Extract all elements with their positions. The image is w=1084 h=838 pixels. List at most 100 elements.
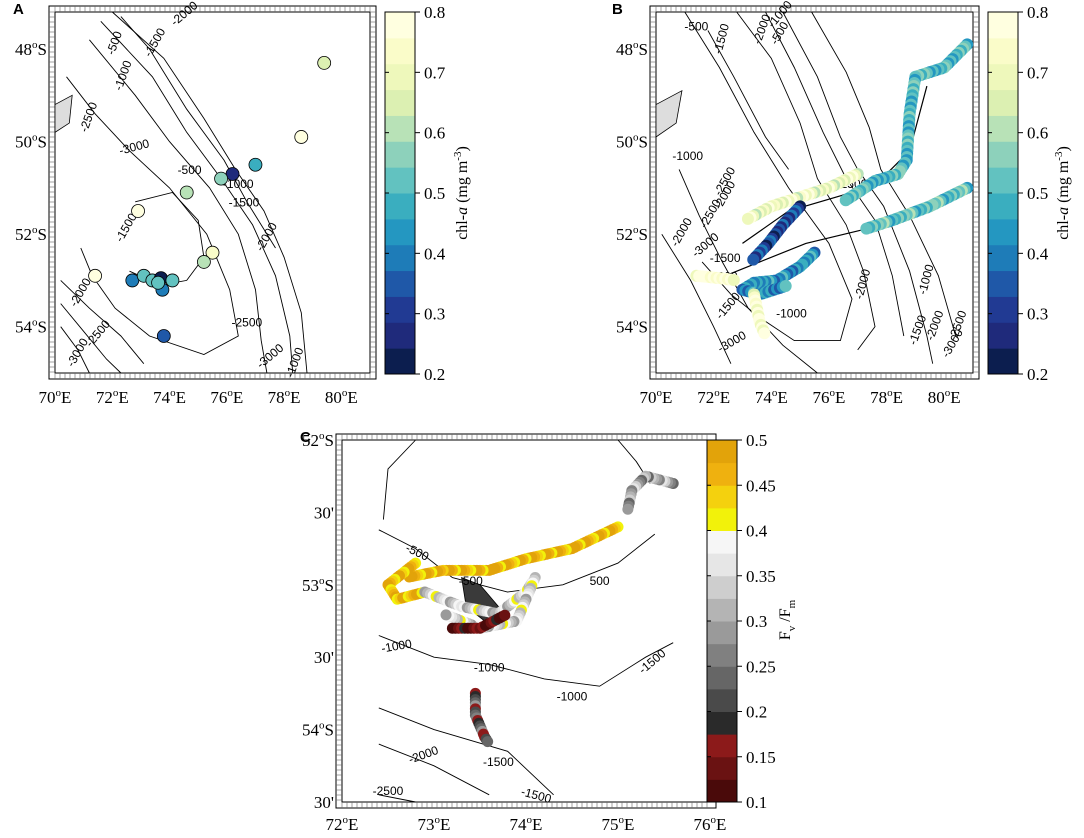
y-tick-label: 54oS xyxy=(616,317,648,337)
bathymetry-contour xyxy=(707,30,789,170)
colorbar-tick-label: 0.4 xyxy=(1027,244,1049,263)
colorbar-segment xyxy=(988,296,1018,323)
colorbar-tick-label: 0.5 xyxy=(1027,184,1048,203)
colorbar-tick-label: 0.2 xyxy=(1027,365,1048,384)
bathymetry-contour xyxy=(736,11,876,351)
colorbar-segment xyxy=(707,462,737,486)
contour-label: -1500 xyxy=(710,251,741,265)
x-tick-label: 78oE xyxy=(870,387,903,407)
x-tick-label: 70oE xyxy=(640,387,673,407)
bathymetry-contour xyxy=(378,743,490,796)
bathymetry-contour xyxy=(811,11,957,337)
data-point xyxy=(131,204,145,218)
contour-label: -1000 xyxy=(672,149,703,163)
bathymetry-contour xyxy=(60,303,122,374)
contour-label: -1000 xyxy=(776,306,807,320)
y-tick-label: 54oS xyxy=(15,317,47,337)
colorbar-segment xyxy=(385,244,415,272)
data-point xyxy=(294,130,309,144)
colorbar-segment xyxy=(385,296,415,323)
colorbar-tick-label: 0.1 xyxy=(746,793,767,812)
x-tick-label: 76oE xyxy=(694,814,727,834)
track-point xyxy=(499,609,511,621)
colorbar-segment xyxy=(707,575,737,599)
x-tick-label: 70oE xyxy=(39,387,72,407)
contour-label: -1000 xyxy=(474,661,505,675)
colorbar-tick-label: 0.35 xyxy=(746,567,776,586)
colorbar-segment xyxy=(988,244,1018,272)
y-tick-label: 54oS xyxy=(302,720,334,740)
data-point xyxy=(317,56,332,70)
colorbar-segment xyxy=(988,322,1018,349)
track-point xyxy=(622,503,634,515)
data-point xyxy=(165,273,180,288)
colorbar-segment xyxy=(707,779,737,803)
colorbar-segment xyxy=(707,553,737,577)
x-tick-label: 72oE xyxy=(96,387,129,407)
y-tick-label: 52oS xyxy=(616,224,648,244)
data-point xyxy=(151,275,165,290)
data-point xyxy=(88,268,102,283)
data-point xyxy=(197,255,211,269)
colorbar-segment xyxy=(988,348,1018,375)
colorbar-segment xyxy=(385,167,415,194)
colorbar-tick-label: 0.15 xyxy=(746,748,776,767)
contour-label: -500 xyxy=(684,20,708,34)
colorbar-segment xyxy=(707,666,737,690)
track-point xyxy=(779,279,792,292)
data-point xyxy=(248,157,263,172)
x-tick-label: 76oE xyxy=(210,387,243,407)
colorbar-segment xyxy=(707,440,737,464)
colorbar-tick-label: 0.4 xyxy=(424,244,446,263)
bathymetry-contour xyxy=(100,20,294,374)
track-point xyxy=(440,609,452,621)
colorbar-segment xyxy=(707,507,737,531)
colorbar-segment xyxy=(385,89,415,116)
y-tick-label: 48oS xyxy=(616,39,648,59)
x-tick-label: 72oE xyxy=(326,814,359,834)
y-tick-label: 30' xyxy=(314,793,334,812)
colorbar-segment xyxy=(988,115,1018,142)
bathymetry-contour xyxy=(89,39,268,374)
colorbar-segment xyxy=(385,322,415,349)
colorbar-label: chl-a (mg m-3) xyxy=(452,146,471,240)
contour-label: -2500 xyxy=(232,316,263,330)
bathymetry-contour xyxy=(111,11,308,374)
colorbar-segment xyxy=(707,734,737,758)
colorbar-segment xyxy=(988,63,1018,91)
x-tick-label: 73oE xyxy=(418,814,451,834)
y-tick-label: 53oS xyxy=(302,575,334,595)
colorbar-segment xyxy=(707,756,737,780)
bathymetry-contour xyxy=(60,326,90,374)
colorbar-segment xyxy=(385,63,415,91)
colorbar-tick-label: 0.45 xyxy=(746,476,776,495)
colorbar-label: Fv /Fm xyxy=(777,599,798,640)
colorbar-segment xyxy=(988,141,1018,168)
contour-label: -500 xyxy=(178,163,202,177)
bathymetry-contour xyxy=(378,635,674,687)
colorbar-segment xyxy=(707,530,737,554)
colorbar-segment xyxy=(988,218,1018,246)
colorbar-segment xyxy=(385,218,415,246)
colorbar-tick-label: 0.2 xyxy=(424,365,445,384)
colorbar-segment xyxy=(385,12,415,39)
colorbar-segment xyxy=(707,711,737,735)
panel-b: -500-1000-1500 -2000-500-1000-1500-2000-2… xyxy=(612,0,1072,407)
track-point xyxy=(860,222,873,235)
map-inner-border xyxy=(341,439,711,803)
y-tick-label: 50oS xyxy=(15,132,47,152)
colorbar-segment xyxy=(707,598,737,622)
colorbar-tick-label: 0.6 xyxy=(424,124,445,143)
x-tick-label: 74oE xyxy=(153,387,186,407)
colorbar-tick-label: 0.5 xyxy=(746,431,767,450)
data-point xyxy=(125,273,140,288)
colorbar-tick-label: 0.6 xyxy=(1027,124,1048,143)
colorbar-tick-label: 0.7 xyxy=(424,63,446,82)
colorbar-segment xyxy=(988,89,1018,116)
colorbar-segment xyxy=(385,348,415,375)
x-tick-label: 78oE xyxy=(268,387,301,407)
colorbar-segment xyxy=(385,193,415,220)
colorbar-segment xyxy=(385,37,415,65)
colorbar-segment xyxy=(988,167,1018,194)
bathymetry-contour xyxy=(378,529,656,593)
